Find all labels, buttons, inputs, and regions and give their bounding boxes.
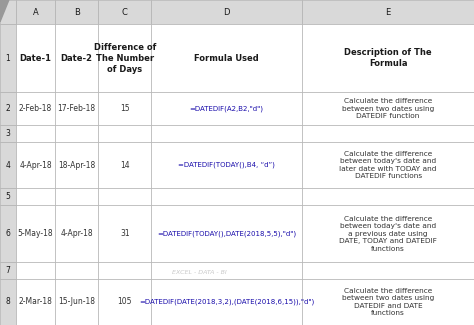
Bar	[55, 92, 99, 125]
Bar	[302, 279, 474, 325]
Text: 4-Apr-18: 4-Apr-18	[19, 161, 52, 170]
Bar	[55, 205, 99, 262]
Bar	[151, 125, 302, 142]
Bar	[0, 279, 16, 325]
Text: EXCEL - DATA - BI: EXCEL - DATA - BI	[172, 270, 227, 276]
Text: Date-1: Date-1	[19, 54, 52, 63]
Text: Description of The
Formula: Description of The Formula	[344, 48, 432, 68]
Text: 5: 5	[6, 192, 10, 201]
Bar	[16, 279, 55, 325]
Bar	[99, 24, 151, 92]
Bar	[151, 188, 302, 205]
Text: 105: 105	[118, 297, 132, 306]
Text: Calculate the difference
between today's date and
later date with TODAY and
DATE: Calculate the difference between today's…	[339, 151, 437, 179]
Bar	[99, 142, 151, 188]
Text: Date-2: Date-2	[61, 54, 93, 63]
Text: B: B	[74, 7, 80, 17]
Bar	[302, 92, 474, 125]
Text: 15-Jun-18: 15-Jun-18	[58, 297, 95, 306]
Bar	[0, 0, 16, 24]
Bar	[55, 142, 99, 188]
Bar	[55, 125, 99, 142]
Bar	[0, 142, 16, 188]
Bar	[99, 262, 151, 279]
Text: 17-Feb-18: 17-Feb-18	[58, 104, 96, 113]
Text: =DATEDIF(A2,B2,"d"): =DATEDIF(A2,B2,"d")	[190, 106, 264, 112]
Bar	[302, 24, 474, 92]
Bar	[99, 0, 151, 24]
Text: =DATEDIF(DATE(2018,3,2),(DATE(2018,6,15)),"d"): =DATEDIF(DATE(2018,3,2),(DATE(2018,6,15)…	[139, 299, 314, 305]
Bar	[99, 92, 151, 125]
Bar	[16, 92, 55, 125]
Bar	[99, 188, 151, 205]
Text: 4-Apr-18: 4-Apr-18	[60, 229, 93, 238]
Bar	[151, 279, 302, 325]
Text: 8: 8	[6, 297, 10, 306]
Text: D: D	[223, 7, 230, 17]
Text: Formula Used: Formula Used	[194, 54, 259, 63]
Bar	[302, 205, 474, 262]
Text: 7: 7	[6, 266, 10, 275]
Text: 18-Apr-18: 18-Apr-18	[58, 161, 95, 170]
Text: Calculate the difference
between two dates using
DATEDIF and DATE
functions: Calculate the difference between two dat…	[342, 288, 434, 316]
Text: C: C	[122, 7, 128, 17]
Bar	[55, 262, 99, 279]
Bar	[99, 279, 151, 325]
Bar	[16, 262, 55, 279]
Text: A: A	[33, 7, 38, 17]
Text: Calculate the difference
between two dates using
DATEDIF function: Calculate the difference between two dat…	[342, 98, 434, 119]
Text: =DATEDIF(TODAY(),B4, “d”): =DATEDIF(TODAY(),B4, “d”)	[178, 162, 275, 168]
Bar	[0, 24, 16, 92]
Text: E: E	[385, 7, 391, 17]
Bar	[99, 125, 151, 142]
Bar	[0, 125, 16, 142]
Bar	[16, 125, 55, 142]
Bar	[151, 205, 302, 262]
Text: 2: 2	[6, 104, 10, 113]
Bar	[16, 205, 55, 262]
Bar	[55, 24, 99, 92]
Text: =DATEDIF(TODAY(),DATE(2018,5,5),"d"): =DATEDIF(TODAY(),DATE(2018,5,5),"d")	[157, 230, 296, 237]
Bar	[151, 262, 302, 279]
Text: Calculate the difference
between today's date and
a previous date using
DATE, TO: Calculate the difference between today's…	[339, 215, 437, 252]
Bar	[16, 24, 55, 92]
Bar	[302, 0, 474, 24]
Bar	[151, 0, 302, 24]
Bar	[302, 142, 474, 188]
Bar	[0, 262, 16, 279]
Bar	[302, 262, 474, 279]
Text: Difference of
The Number
of Days: Difference of The Number of Days	[93, 43, 156, 74]
Bar	[302, 125, 474, 142]
Bar	[0, 188, 16, 205]
Text: 4: 4	[6, 161, 10, 170]
Bar	[16, 142, 55, 188]
Text: 2-Mar-18: 2-Mar-18	[18, 297, 53, 306]
Bar	[151, 24, 302, 92]
Bar	[151, 92, 302, 125]
Text: 1: 1	[6, 54, 10, 63]
Text: 6: 6	[6, 229, 10, 238]
Text: 5-May-18: 5-May-18	[18, 229, 53, 238]
Text: 2-Feb-18: 2-Feb-18	[19, 104, 52, 113]
Bar	[99, 205, 151, 262]
Bar	[55, 0, 99, 24]
Text: 15: 15	[120, 104, 129, 113]
Bar	[0, 205, 16, 262]
Bar	[55, 279, 99, 325]
Bar	[16, 0, 55, 24]
Bar	[302, 188, 474, 205]
Bar	[16, 188, 55, 205]
Text: 3: 3	[6, 129, 10, 138]
Text: 14: 14	[120, 161, 129, 170]
Bar	[0, 92, 16, 125]
Text: 31: 31	[120, 229, 129, 238]
Bar	[151, 142, 302, 188]
Polygon shape	[0, 0, 9, 22]
Bar	[55, 188, 99, 205]
